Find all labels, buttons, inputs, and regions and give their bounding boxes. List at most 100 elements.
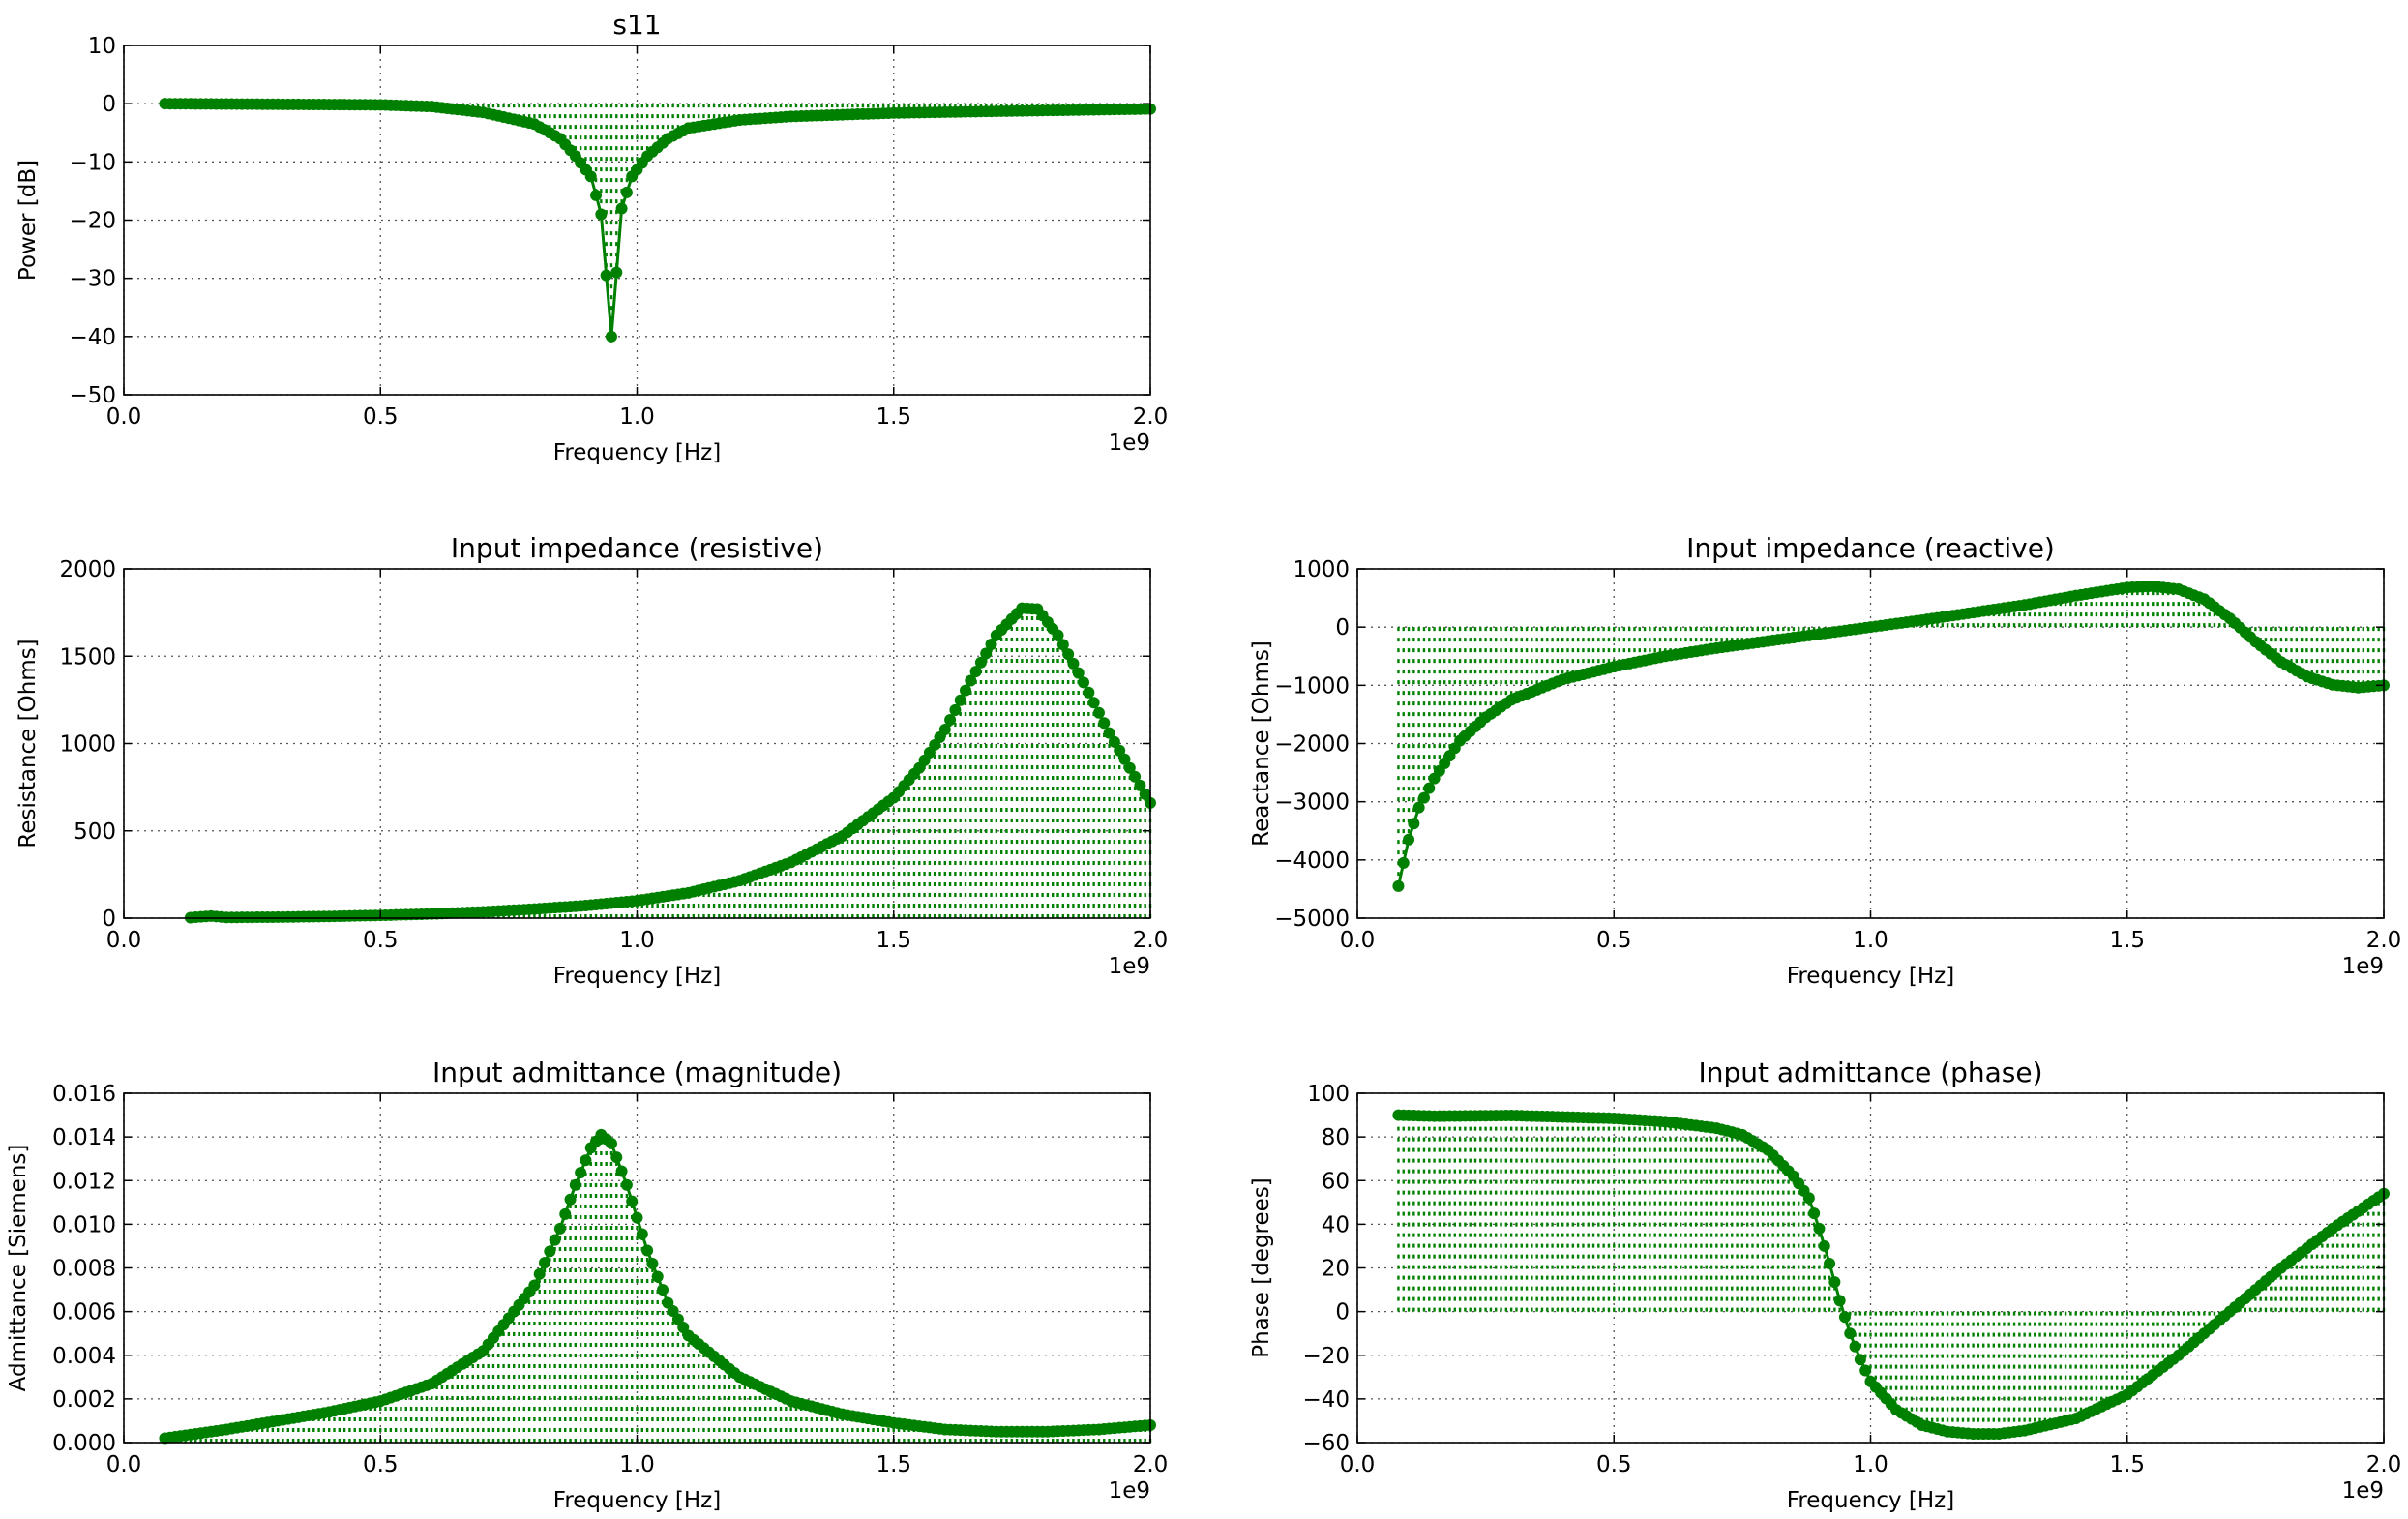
data-point: [636, 1228, 648, 1240]
data-point: [620, 186, 633, 198]
y-axis-label: Admittance [Siemens]: [6, 1145, 31, 1392]
x-offset-label: 1e9: [1109, 954, 1150, 979]
x-tick-label: 0.0: [1340, 928, 1376, 953]
data-point: [1062, 648, 1075, 661]
data-point: [1052, 629, 1064, 641]
y-tick-label: 0.008: [52, 1257, 116, 1282]
data-point: [539, 1257, 551, 1269]
data-point: [960, 684, 972, 697]
y-tick-label: 80: [1322, 1125, 1350, 1150]
y-tick-label: −20: [1302, 1344, 1350, 1369]
chart-resistance: 0.0 0.5 1.0 1.5 2.0 0 500 1000 1500 2000 1e9 Input …: [15, 532, 1168, 989]
x-axis-label: Frequency [Hz]: [1787, 1488, 1954, 1513]
data-point: [569, 1178, 581, 1191]
y-tick-label: 0: [1335, 1300, 1350, 1325]
data-point: [1824, 1257, 1836, 1269]
data-point: [1129, 770, 1142, 783]
y-tick-label: −40: [1302, 1387, 1350, 1413]
data-point: [559, 1207, 572, 1220]
data-point: [605, 1137, 617, 1149]
y-tick-label: −10: [69, 150, 116, 175]
y-tick-label: 60: [1322, 1169, 1350, 1194]
y-tick-label: 0.002: [52, 1387, 116, 1413]
data-point: [1802, 1192, 1815, 1205]
data-point: [605, 330, 617, 343]
data-point: [1134, 779, 1146, 791]
data-point: [1072, 667, 1085, 679]
data-point: [564, 1193, 577, 1206]
data-point: [620, 1178, 633, 1191]
data-point: [1808, 1207, 1821, 1220]
y-tick-label: −50: [69, 383, 116, 408]
data-point: [610, 266, 623, 279]
x-tick-label: 1.5: [876, 404, 911, 430]
x-axis-label: Frequency [Hz]: [553, 964, 721, 989]
chart-reactance: 0.0 0.5 1.0 1.5 2.0 −5000 −4000 −3000 −2000 −1000…: [1249, 532, 2401, 989]
chart-title: Input impedance (resistive): [451, 532, 823, 564]
data-point: [1123, 761, 1136, 774]
y-axis-label: Phase [degrees]: [1249, 1177, 1274, 1358]
y-tick-label: 0.000: [52, 1431, 116, 1456]
y-tick-label: 0.006: [52, 1300, 116, 1325]
data-point: [1083, 686, 1095, 699]
axes-frame: [123, 1092, 1151, 1444]
data-point: [1114, 744, 1126, 757]
data-point: [626, 1195, 639, 1207]
x-tick-label: 1.5: [876, 928, 911, 953]
y-tick-label: −20: [69, 209, 116, 234]
y-tick-label: −1000: [1274, 673, 1350, 699]
x-tick-label: 0.5: [363, 404, 399, 430]
data-point: [610, 1151, 623, 1164]
series-line: [1398, 1114, 2385, 1436]
chart-s11: 0.0 0.5 1.0 1.5 2.0 −50 −40 −30 −20 −10 0 10 1e9 s11 F…: [15, 9, 1168, 465]
x-tick-label: 1.0: [619, 1452, 655, 1477]
data-point: [1098, 717, 1111, 730]
y-tick-label: 1000: [1293, 557, 1350, 582]
data-point: [1417, 791, 1430, 804]
x-tick-label: 2.0: [1133, 928, 1169, 953]
data-point: [1844, 1327, 1857, 1340]
y-tick-label: 40: [1322, 1212, 1350, 1237]
data-point: [1108, 735, 1120, 748]
x-tick-label: 2.0: [1133, 404, 1169, 430]
x-tick-label: 1.0: [1853, 1452, 1888, 1477]
data-point: [1833, 1295, 1846, 1307]
data-point: [1813, 1222, 1826, 1235]
x-tick-label: 1.0: [619, 404, 655, 430]
chart-title: s11: [612, 9, 661, 41]
y-tick-label: −30: [69, 267, 116, 292]
data-point: [528, 1279, 541, 1292]
y-tick-label: 1000: [59, 732, 116, 758]
data-point: [1849, 1340, 1861, 1353]
data-point: [1423, 782, 1436, 794]
data-point: [544, 1245, 556, 1258]
data-point: [1859, 1364, 1872, 1377]
x-tick-label: 1.5: [2109, 1452, 2145, 1477]
y-tick-label: −40: [69, 325, 116, 350]
y-tick-label: −3000: [1274, 790, 1350, 816]
y-axis-label: Reactance [Ohms]: [1249, 640, 1274, 847]
x-tick-label: 0.5: [1596, 1452, 1632, 1477]
x-tick-label: 0.5: [363, 1452, 399, 1477]
y-tick-label: 0.016: [52, 1082, 116, 1107]
chart-admittance-magnitude: 0.0 0.5 1.0 1.5 2.0 0.000 0.002 0.004 0.006 0.008…: [6, 1057, 1168, 1513]
x-offset-label: 1e9: [2342, 954, 2384, 979]
data-point: [1056, 639, 1069, 651]
series-line: [164, 1132, 1151, 1440]
x-tick-label: 0.0: [106, 404, 142, 430]
data-point: [1103, 727, 1115, 739]
data-point: [590, 189, 603, 201]
data-point: [575, 1166, 587, 1178]
x-tick-label: 0.0: [106, 1452, 142, 1477]
data-point: [1397, 856, 1410, 869]
data-point: [1118, 753, 1131, 765]
series-line: [190, 607, 1152, 919]
x-offset-label: 1e9: [2342, 1478, 2384, 1504]
x-tick-label: 2.0: [1133, 1452, 1169, 1477]
x-axis-label: Frequency [Hz]: [553, 440, 721, 465]
data-point: [965, 674, 977, 687]
data-point: [580, 1154, 592, 1167]
x-offset-label: 1e9: [1109, 431, 1150, 456]
data-point: [651, 1270, 664, 1283]
